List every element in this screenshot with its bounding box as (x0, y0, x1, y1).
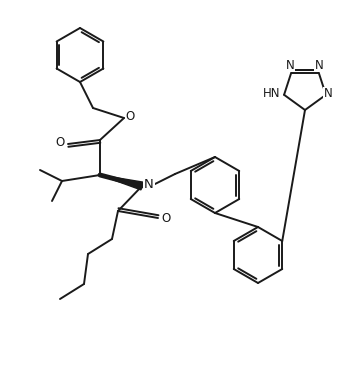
Text: N: N (324, 87, 332, 100)
Text: N: N (315, 59, 323, 72)
Text: N: N (144, 178, 154, 190)
Polygon shape (100, 175, 143, 190)
Text: O: O (125, 111, 135, 123)
Text: O: O (161, 212, 171, 224)
Text: HN: HN (263, 87, 281, 100)
Text: N: N (286, 59, 294, 72)
Text: O: O (56, 135, 65, 149)
